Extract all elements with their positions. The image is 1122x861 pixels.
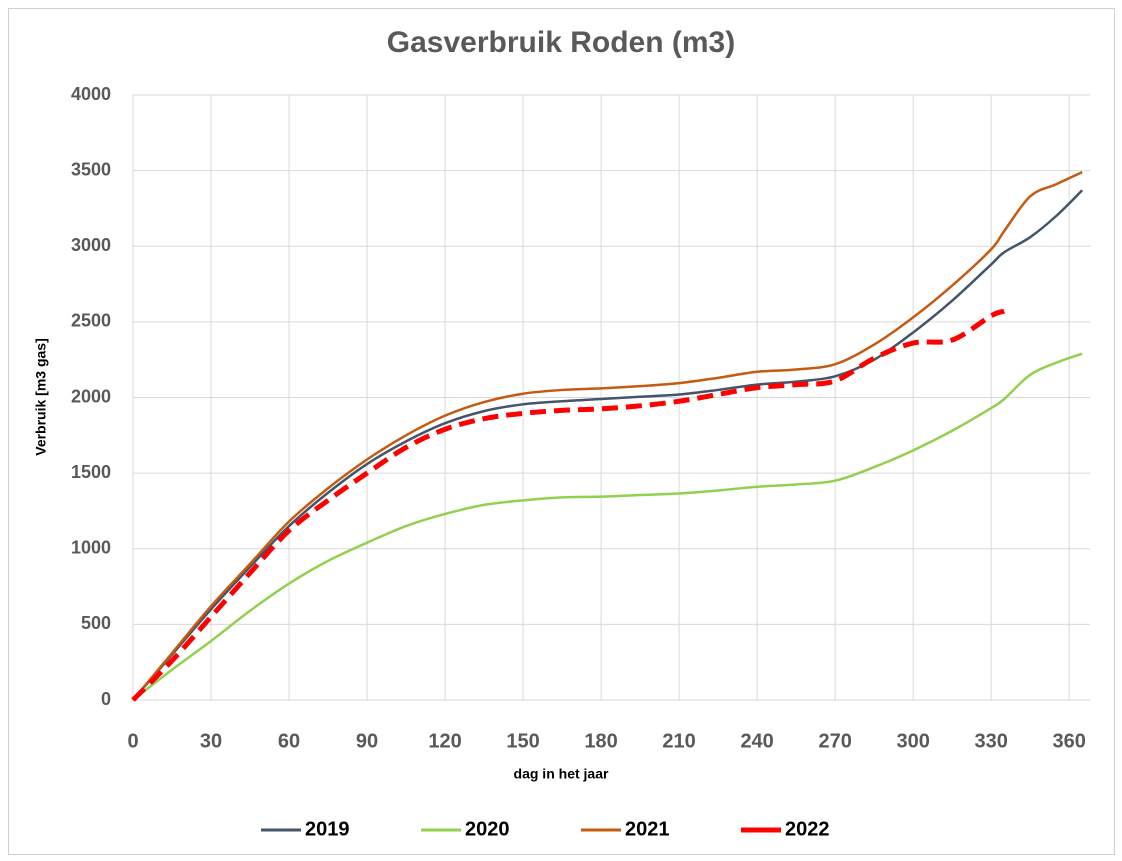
y-tick-label: 500 bbox=[81, 613, 111, 633]
x-tick-label: 120 bbox=[428, 730, 461, 752]
x-tick-label: 90 bbox=[356, 730, 378, 752]
x-axis-label: dag in het jaar bbox=[514, 766, 609, 782]
legend-label: 2019 bbox=[305, 818, 350, 840]
y-tick-label: 2000 bbox=[71, 386, 111, 406]
series-line bbox=[132, 352, 1083, 701]
x-tick-label: 30 bbox=[200, 730, 222, 752]
x-tick-label: 300 bbox=[896, 730, 929, 752]
y-axis-label: Verbruik [m3 gas] bbox=[33, 338, 49, 456]
series-line bbox=[131, 308, 1006, 702]
x-tick-label: 150 bbox=[506, 730, 539, 752]
legend-label: 2020 bbox=[465, 818, 510, 840]
chart-title: Gasverbruik Roden (m3) bbox=[387, 26, 735, 59]
y-tick-label: 0 bbox=[101, 689, 111, 709]
x-tick-label: 330 bbox=[974, 730, 1007, 752]
series-line bbox=[132, 171, 1083, 701]
x-tick-label: 60 bbox=[278, 730, 300, 752]
y-tick-label: 2500 bbox=[71, 311, 111, 331]
x-tick-label: 180 bbox=[584, 730, 617, 752]
legend-label: 2022 bbox=[785, 818, 830, 840]
y-tick-label: 1000 bbox=[71, 538, 111, 558]
chart-frame bbox=[8, 8, 1115, 855]
series-line bbox=[132, 189, 1084, 701]
y-tick-label: 1500 bbox=[71, 462, 111, 482]
x-tick-label: 210 bbox=[662, 730, 695, 752]
x-tick-label: 270 bbox=[818, 730, 851, 752]
y-tick-label: 4000 bbox=[71, 84, 111, 104]
x-tick-label: 0 bbox=[127, 730, 138, 752]
legend-label: 2021 bbox=[625, 818, 670, 840]
y-tick-label: 3500 bbox=[71, 159, 111, 179]
x-tick-label: 240 bbox=[740, 730, 773, 752]
x-tick-label: 360 bbox=[1053, 730, 1086, 752]
y-tick-label: 3000 bbox=[71, 235, 111, 255]
